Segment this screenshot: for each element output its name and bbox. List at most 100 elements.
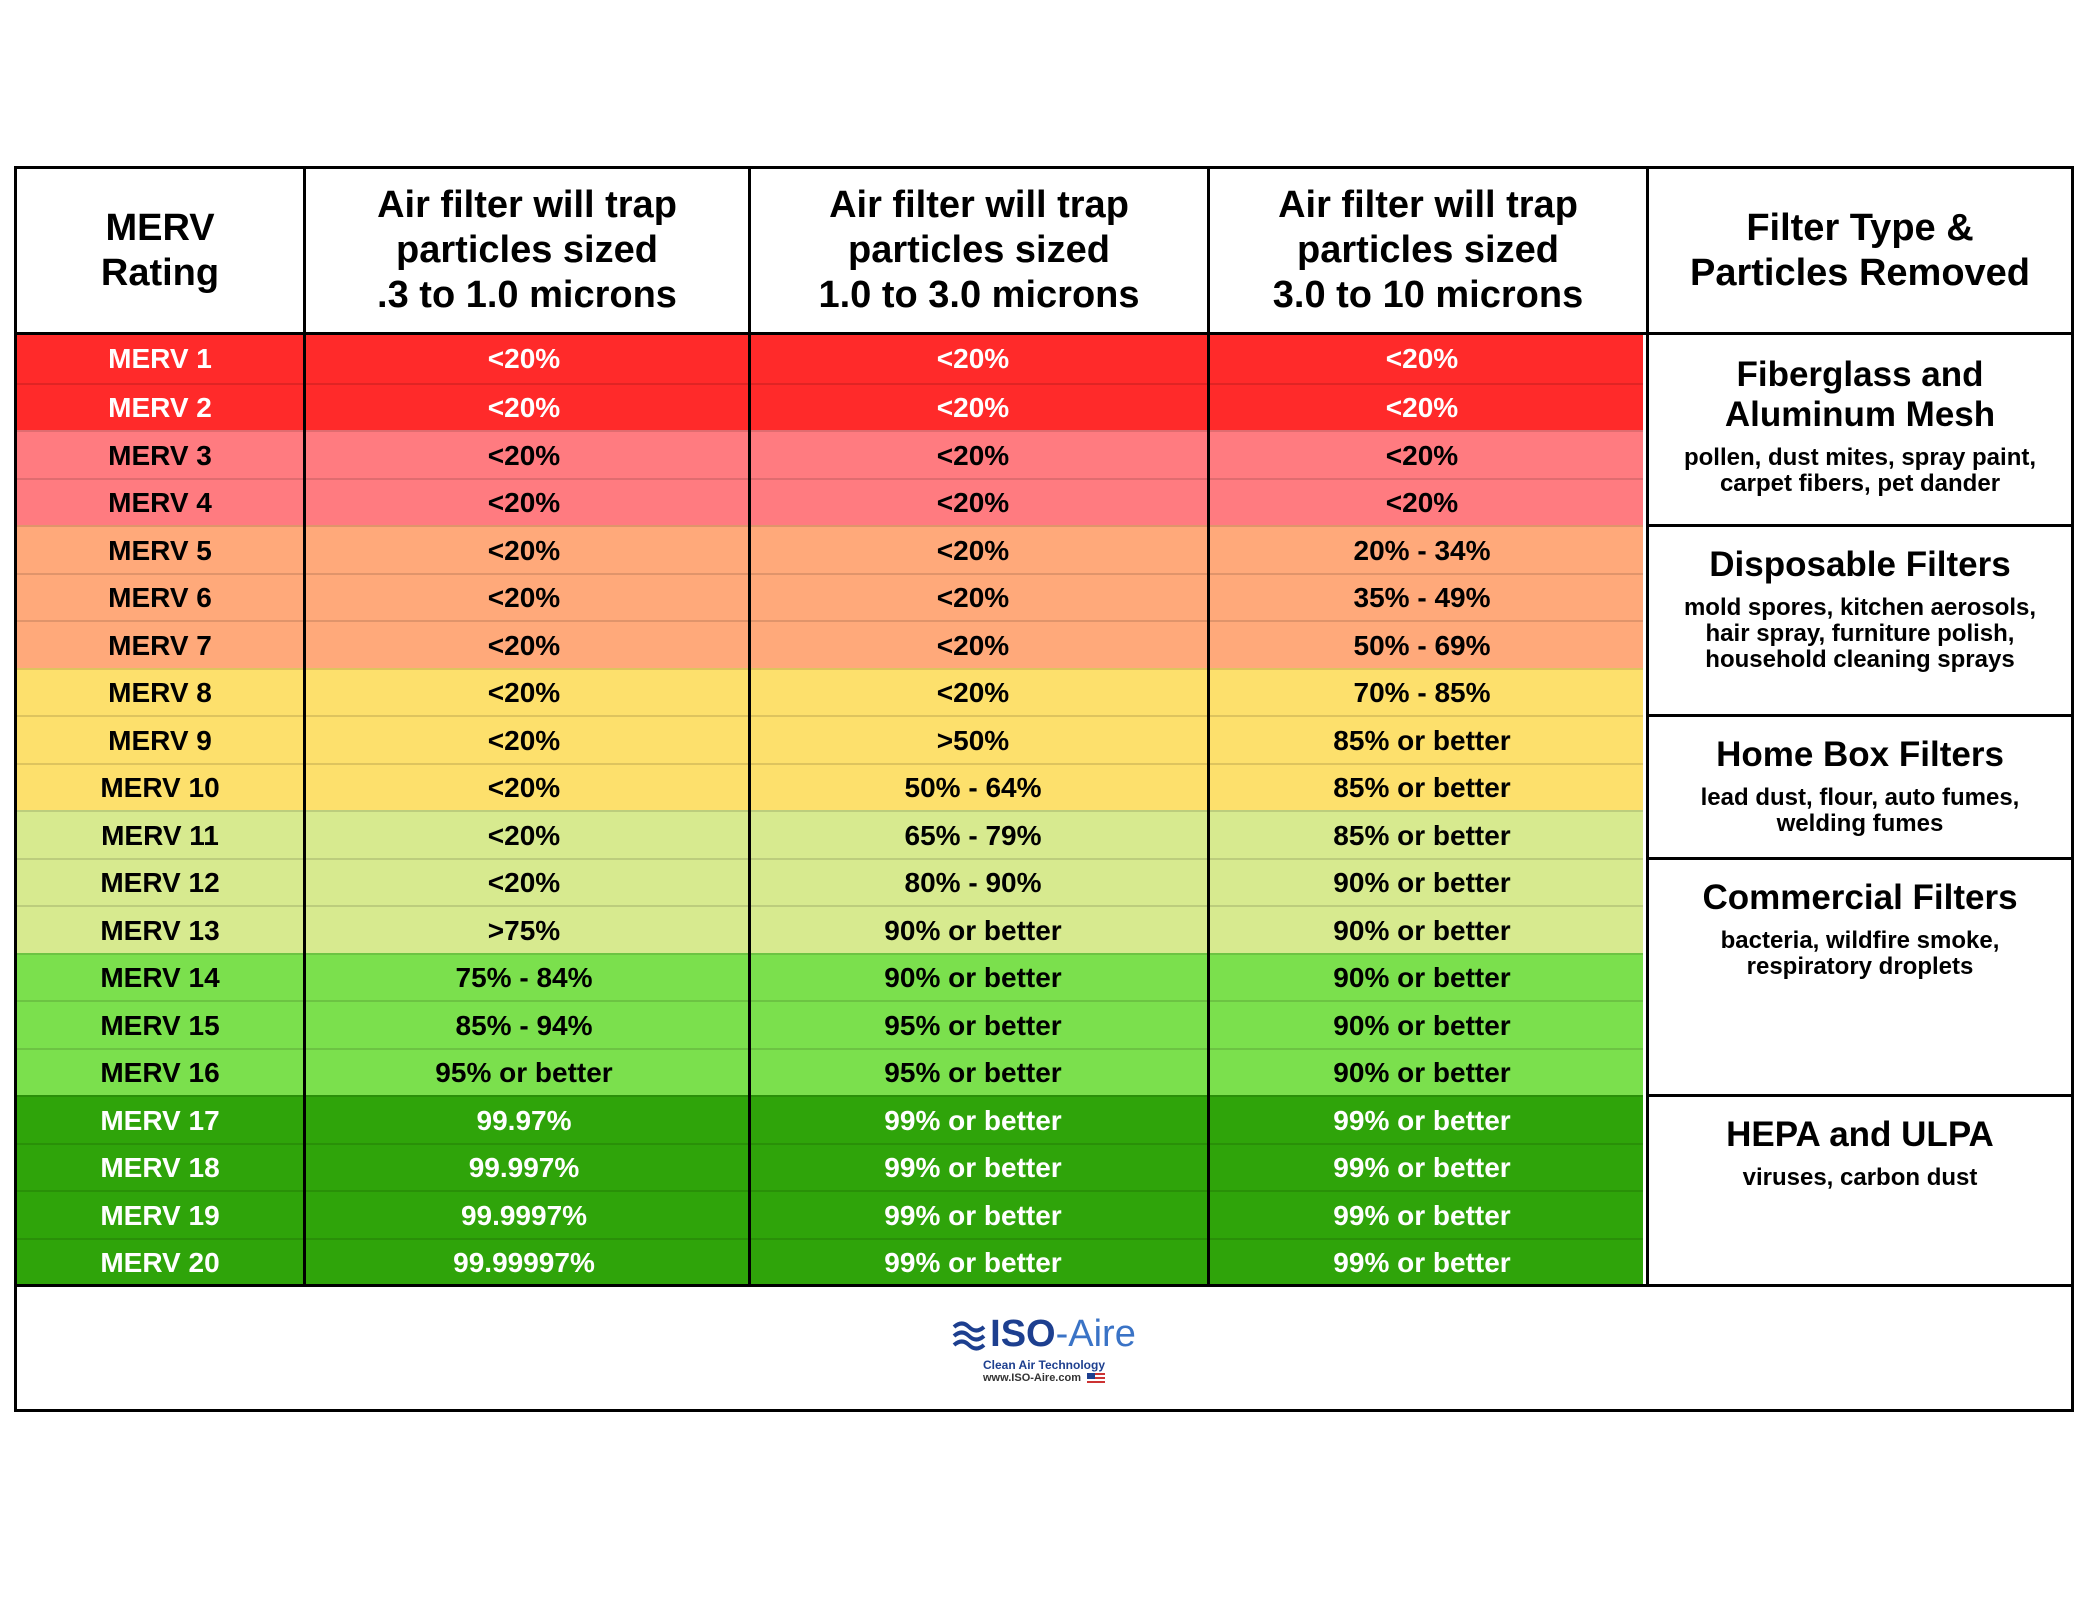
efficiency-3-0-10-cell: <20% xyxy=(1385,342,1459,374)
efficiency-3-0-10-cell: 99% or better xyxy=(1333,1104,1511,1136)
efficiency-0-3-1-0-cell: 99.99997% xyxy=(453,1247,595,1279)
header-range-0-3-1-0: Air filter will trap particles sized .3 … xyxy=(377,184,677,316)
merv-rating-cell: MERV 10 xyxy=(100,772,220,804)
logo-tagline: Clean Air Technology xyxy=(982,1357,1105,1372)
filter-type-group: HEPA and ULPA viruses, carbon dust xyxy=(1649,1095,2071,1285)
filter-type-divider xyxy=(1649,524,2071,527)
efficiency-3-0-10-cell: 90% or better xyxy=(1333,1057,1511,1089)
merv-rating-cell: MERV 13 xyxy=(100,914,220,946)
filter-type-title: Commercial Filters xyxy=(1702,877,2018,917)
table-row: MERV 4 <20% <20% <20% xyxy=(17,477,1643,527)
logo-url-line[interactable]: www.ISO-Aire.com xyxy=(983,1372,1105,1384)
iso-aire-logo: ISO -Aire xyxy=(952,1313,1136,1356)
merv-rating-cell: MERV 4 xyxy=(108,487,212,519)
efficiency-0-3-1-0-cell: <20% xyxy=(487,342,561,374)
efficiency-3-0-10-cell: 90% or better xyxy=(1333,1009,1511,1041)
filter-type-title: HEPA and ULPA xyxy=(1726,1115,1994,1154)
merv-rating-cell: MERV 20 xyxy=(100,1247,220,1279)
efficiency-0-3-1-0-cell: 75% - 84% xyxy=(455,962,593,994)
table-row: MERV 5 <20% <20% 20% - 34% xyxy=(17,525,1643,575)
efficiency-1-0-3-0-cell: <20% xyxy=(936,342,1010,374)
efficiency-3-0-10-cell: 90% or better xyxy=(1333,914,1511,946)
filter-type-particles: lead dust, flour, auto fumes, welding fu… xyxy=(1700,784,2020,837)
column-divider xyxy=(1207,169,1210,1287)
efficiency-0-3-1-0-cell: <20% xyxy=(487,534,561,566)
efficiency-0-3-1-0-cell: 99.97% xyxy=(476,1104,572,1136)
efficiency-0-3-1-0-cell: <20% xyxy=(487,724,561,756)
merv-rating-cell: MERV 2 xyxy=(108,392,212,424)
filter-type-title: Disposable Filters xyxy=(1709,545,2011,584)
merv-chart: MERV Rating Air filter will trap particl… xyxy=(14,166,2074,1412)
efficiency-1-0-3-0-cell: <20% xyxy=(936,534,1010,566)
efficiency-0-3-1-0-cell: <20% xyxy=(487,629,561,661)
filter-type-divider xyxy=(1649,714,2071,717)
table-row: MERV 11 <20% 65% - 79% 85% or better xyxy=(17,810,1643,860)
merv-rating-cell: MERV 19 xyxy=(100,1199,220,1231)
filter-type-title: Home Box Filters xyxy=(1716,735,2004,774)
efficiency-1-0-3-0-cell: 99% or better xyxy=(884,1247,1062,1279)
header-filter-type: Filter Type & Particles Removed xyxy=(1689,206,2031,294)
table-row: MERV 7 <20% <20% 50% - 69% xyxy=(17,620,1643,670)
efficiency-1-0-3-0-cell: >50% xyxy=(936,724,1010,756)
footer: ISO -Aire Clean Air Technology www.ISO-Ai… xyxy=(17,1287,2071,1409)
table-row: MERV 16 95% or better 95% or better 90% or … xyxy=(17,1047,1643,1097)
logo-url[interactable]: www.ISO-Aire.com xyxy=(982,1371,1081,1384)
filter-type-divider xyxy=(1649,1094,2071,1097)
table-row: MERV 18 99.997% 99% or better 99% or better xyxy=(17,1142,1643,1192)
filter-type-particles: mold spores, kitchen aerosols, hair spra… xyxy=(1683,594,2037,673)
filter-type-particles: viruses, carbon dust xyxy=(1742,1164,1978,1191)
efficiency-0-3-1-0-cell: <20% xyxy=(487,582,561,614)
filter-type-group: Commercial Filters bacteria, wildfire smo… xyxy=(1649,858,2071,1096)
table-row: MERV 14 75% - 84% 90% or better 90% or bett… xyxy=(17,952,1643,1002)
efficiency-1-0-3-0-cell: 50% - 64% xyxy=(904,772,1042,804)
merv-rating-cell: MERV 17 xyxy=(100,1104,220,1136)
merv-rating-cell: MERV 18 xyxy=(100,1152,220,1184)
table-row: MERV 10 <20% 50% - 64% 85% or better xyxy=(17,762,1643,812)
efficiency-1-0-3-0-cell: 65% - 79% xyxy=(904,819,1042,851)
table-row: MERV 13 >75% 90% or better 90% or better xyxy=(17,905,1643,955)
efficiency-3-0-10-cell: 35% - 49% xyxy=(1353,582,1491,614)
merv-rating-cell: MERV 3 xyxy=(108,439,212,471)
efficiency-0-3-1-0-cell: <20% xyxy=(487,439,561,471)
efficiency-0-3-1-0-cell: <20% xyxy=(487,867,561,899)
efficiency-3-0-10-cell: 85% or better xyxy=(1333,819,1511,851)
efficiency-0-3-1-0-cell: 95% or better xyxy=(435,1057,613,1089)
efficiency-3-0-10-cell: 90% or better xyxy=(1333,962,1511,994)
efficiency-1-0-3-0-cell: 90% or better xyxy=(884,962,1062,994)
efficiency-3-0-10-cell: 99% or better xyxy=(1333,1199,1511,1231)
logo-brand-light: -Aire xyxy=(1055,1312,1136,1355)
efficiency-3-0-10-cell: 85% or better xyxy=(1333,724,1511,756)
table-row: MERV 2 <20% <20% <20% xyxy=(17,382,1643,432)
efficiency-0-3-1-0-cell: <20% xyxy=(487,677,561,709)
efficiency-0-3-1-0-cell: <20% xyxy=(487,819,561,851)
merv-rating-cell: MERV 6 xyxy=(108,582,212,614)
efficiency-1-0-3-0-cell: <20% xyxy=(936,677,1010,709)
waves-icon xyxy=(952,1321,986,1351)
header-merv-rating: MERV Rating xyxy=(100,206,220,294)
filter-type-group: Fiberglass and Aluminum Mesh pollen, dust… xyxy=(1649,335,2071,525)
footer-divider xyxy=(17,1284,2071,1287)
header-range-1-0-3-0: Air filter will trap particles sized 1.0… xyxy=(818,184,1140,316)
table-row: MERV 1 <20% <20% <20% xyxy=(17,335,1643,383)
efficiency-3-0-10-cell: 85% or better xyxy=(1333,772,1511,804)
table-row: MERV 9 <20% >50% 85% or better xyxy=(17,715,1643,765)
efficiency-0-3-1-0-cell: 99.9997% xyxy=(460,1199,588,1231)
efficiency-1-0-3-0-cell: <20% xyxy=(936,582,1010,614)
efficiency-1-0-3-0-cell: 99% or better xyxy=(884,1199,1062,1231)
efficiency-3-0-10-cell: 70% - 85% xyxy=(1353,677,1491,709)
efficiency-3-0-10-cell: <20% xyxy=(1385,439,1459,471)
efficiency-1-0-3-0-cell: 95% or better xyxy=(884,1057,1062,1089)
merv-rating-cell: MERV 11 xyxy=(101,819,219,851)
filter-type-title: Fiberglass and Aluminum Mesh xyxy=(1724,355,1996,434)
table-row: MERV 8 <20% <20% 70% - 85% xyxy=(17,667,1643,717)
efficiency-3-0-10-cell: 50% - 69% xyxy=(1353,629,1491,661)
efficiency-3-0-10-cell: <20% xyxy=(1385,487,1459,519)
efficiency-0-3-1-0-cell: >75% xyxy=(487,914,561,946)
efficiency-1-0-3-0-cell: 80% - 90% xyxy=(904,867,1042,899)
filter-type-group: Home Box Filters lead dust, flour, auto f… xyxy=(1649,715,2071,858)
efficiency-0-3-1-0-cell: 85% - 94% xyxy=(455,1009,593,1041)
table-row: MERV 3 <20% <20% <20% xyxy=(17,430,1643,480)
table-row: MERV 20 99.99997% 99% or better 99% or bett… xyxy=(17,1237,1643,1287)
efficiency-1-0-3-0-cell: 99% or better xyxy=(884,1104,1062,1136)
merv-rating-cell: MERV 1 xyxy=(108,342,212,374)
